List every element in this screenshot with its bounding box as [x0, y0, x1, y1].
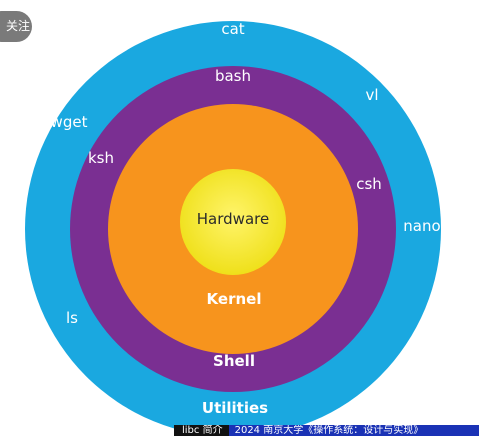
follow-button[interactable]: 关注 [0, 11, 32, 42]
utilities-layer-label: Utilities [202, 399, 268, 417]
program-nano-label: nano [403, 217, 440, 235]
video-caption-bar: libc 简介 2024 南京大学《操作系统：设计与实现》 [174, 425, 479, 436]
hardware-layer-label: Hardware [197, 210, 269, 228]
program-cat-label: cat [221, 20, 244, 38]
program-vi-label: vl [365, 86, 378, 104]
program-csh-label: csh [356, 175, 382, 193]
program-ksh-label: ksh [88, 149, 114, 167]
program-bash-label: bash [215, 67, 251, 85]
hardware-core [180, 169, 286, 275]
caption-course-title: 2024 南京大学《操作系统：设计与实现》 [228, 425, 479, 436]
caption-section-title: libc 简介 [174, 425, 229, 436]
kernel-layer-label: Kernel [207, 290, 262, 308]
shell-layer-label: Shell [213, 352, 255, 370]
program-wget-label: wget [51, 113, 88, 131]
program-ls-label: ls [66, 309, 78, 327]
